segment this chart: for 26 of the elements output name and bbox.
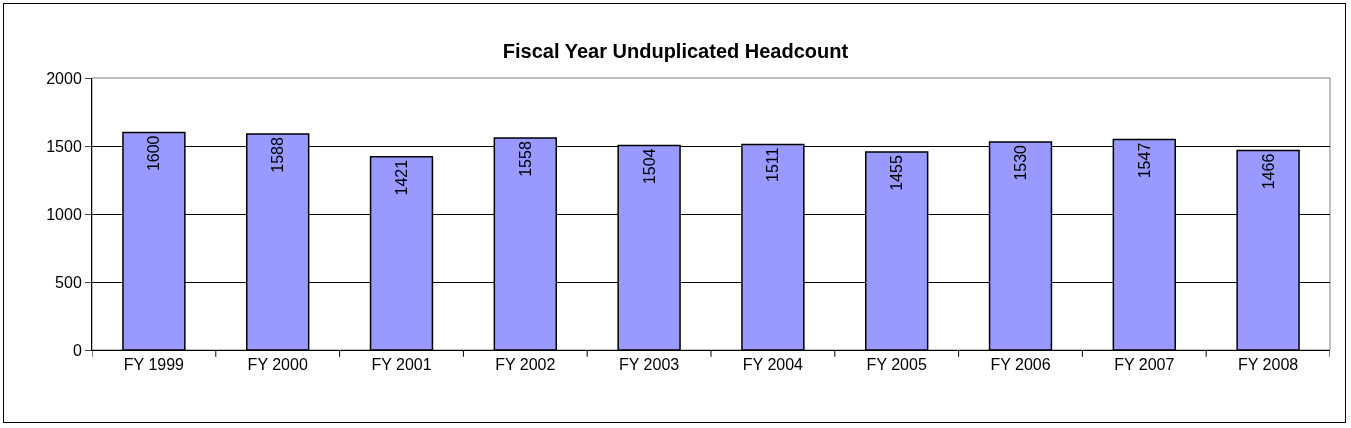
chart-title: Fiscal Year Unduplicated Headcount (502, 40, 849, 63)
y-tick-label: 500 (55, 273, 82, 291)
x-tick-label: FY 2004 (742, 356, 804, 374)
y-tick-label: 0 (72, 341, 82, 359)
data-label: 1421 (393, 159, 410, 196)
x-tick-label: FY 2005 (866, 356, 927, 374)
data-label: 1455 (888, 155, 906, 191)
data-label: 1588 (269, 137, 287, 173)
data-label: 1504 (640, 148, 658, 185)
y-tick-label: 1000 (46, 205, 82, 223)
data-label: 1558 (516, 141, 534, 177)
x-tick-label: FY 2007 (1114, 356, 1175, 374)
data-label: 1511 (764, 147, 782, 183)
data-label: 1547 (1135, 142, 1153, 179)
x-tick-label: FY 2008 (1238, 356, 1299, 374)
x-tick-label: FY 2003 (619, 356, 680, 374)
data-label: 1466 (1259, 153, 1277, 190)
x-tick-label: FY 1999 (123, 356, 185, 374)
y-tick-label: 1500 (46, 137, 82, 155)
data-label: 1530 (1012, 144, 1029, 181)
x-tick-label: FY 2002 (495, 356, 556, 374)
x-tick-label: FY 2000 (247, 356, 308, 374)
data-label: 1600 (145, 135, 163, 172)
x-tick-label: FY 2006 (990, 356, 1051, 374)
y-tick-label: 2000 (46, 69, 82, 87)
x-tick-label: FY 2001 (371, 356, 432, 374)
